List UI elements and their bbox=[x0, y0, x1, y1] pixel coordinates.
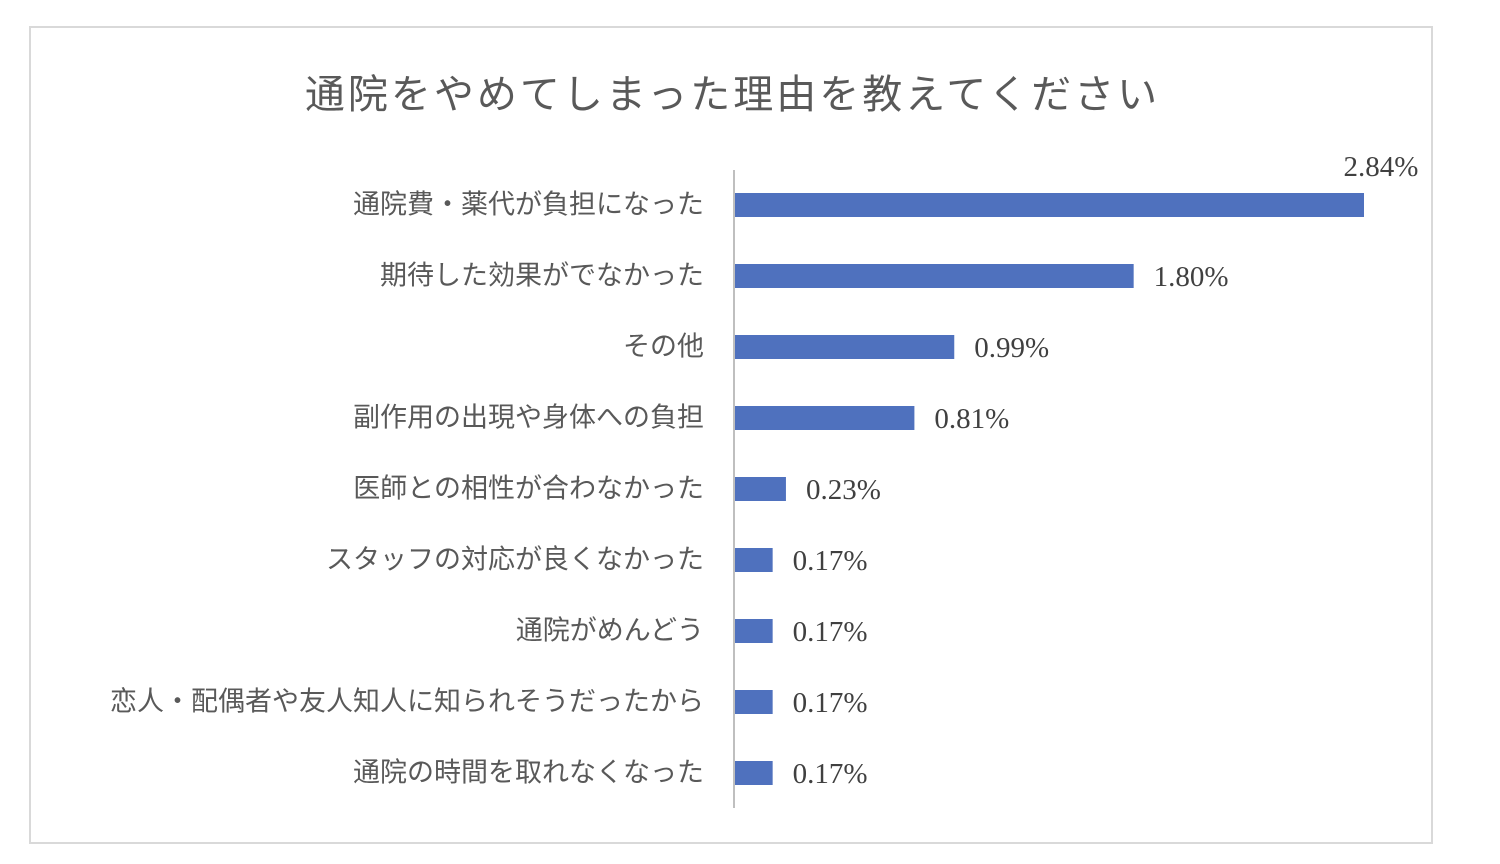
data-label: 0.17% bbox=[793, 758, 868, 790]
category-label: 通院の時間を取れなくなった bbox=[353, 758, 704, 789]
category-label: 通院がめんどう bbox=[516, 616, 704, 647]
chart-frame bbox=[29, 26, 1433, 844]
bar bbox=[735, 406, 915, 430]
data-label: 0.81% bbox=[934, 403, 1009, 435]
bar bbox=[735, 264, 1134, 288]
bar bbox=[735, 619, 773, 643]
category-label: 副作用の出現や身体への負担 bbox=[353, 403, 704, 434]
chart-title: 通院をやめてしまった理由を教えてください bbox=[304, 72, 1161, 118]
bar bbox=[735, 548, 773, 572]
bar bbox=[735, 193, 1364, 217]
category-label: スタッフの対応が良くなかった bbox=[326, 545, 704, 576]
data-label: 2.84% bbox=[1344, 151, 1419, 183]
bar bbox=[735, 690, 773, 714]
category-label: 恋人・配偶者や友人知人に知られそうだったから bbox=[110, 687, 704, 718]
bar bbox=[735, 477, 786, 501]
data-label: 0.23% bbox=[806, 474, 881, 506]
data-label: 0.17% bbox=[793, 545, 868, 577]
category-label: 期待した効果がでなかった bbox=[380, 261, 704, 292]
category-label: 医師との相性が合わなかった bbox=[353, 474, 704, 505]
category-label: その他 bbox=[623, 332, 704, 363]
bar bbox=[735, 335, 955, 359]
data-label: 0.17% bbox=[793, 687, 868, 719]
data-label: 0.99% bbox=[974, 332, 1049, 364]
category-label: 通院費・薬代が負担になった bbox=[353, 190, 704, 221]
bar bbox=[735, 761, 773, 785]
data-label: 0.17% bbox=[793, 616, 868, 648]
data-label: 1.80% bbox=[1154, 261, 1229, 293]
